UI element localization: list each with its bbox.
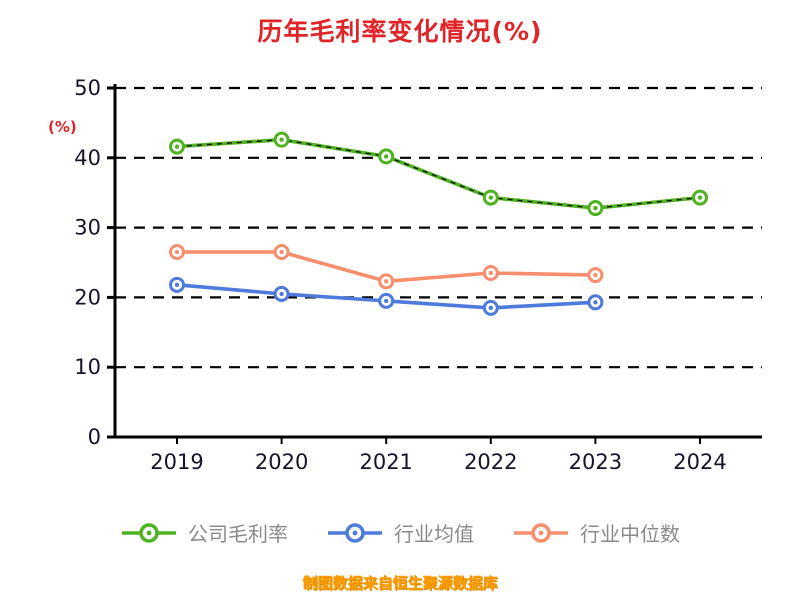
legend-label-industry-median: 行业中位数 <box>580 522 680 546</box>
x-tick-label: 2024 <box>673 450 726 474</box>
chart-title: 历年毛利率变化情况(%) <box>257 17 543 46</box>
series-line-dash-overlay <box>176 138 701 209</box>
data-point-center <box>174 249 180 255</box>
y-tick-label: 20 <box>74 285 101 309</box>
legend-marker-industry-avg-icon <box>328 522 382 543</box>
series-line <box>175 137 702 210</box>
y-tick-label: 40 <box>74 146 101 170</box>
legend-item-company: 公司毛利率 <box>120 518 288 547</box>
footer-caption: 制图数据来自恒生聚源数据库 <box>302 574 498 592</box>
data-point-center <box>593 205 598 211</box>
data-point-center <box>488 305 493 311</box>
data-point-center <box>384 279 389 284</box>
data-point-center <box>384 298 389 304</box>
data-point-center <box>488 270 493 276</box>
y-tick-label: 50 <box>74 76 101 100</box>
legend-marker-industry-median-icon <box>514 522 568 543</box>
data-point-center <box>697 195 703 200</box>
data-point-center <box>488 195 493 200</box>
data-point-center <box>593 272 598 278</box>
data-point-center <box>174 144 180 149</box>
x-tick-label: 2020 <box>255 450 308 474</box>
y-axis-label: (%) <box>48 118 77 136</box>
data-point-center <box>593 300 598 305</box>
data-point-center <box>174 282 180 288</box>
y-tick-label: 10 <box>74 355 101 379</box>
legend-item-industry-median: 行业中位数 <box>512 518 680 547</box>
data-point-center <box>279 249 284 255</box>
legend-label-company: 公司毛利率 <box>188 522 288 546</box>
x-tick-label: 2021 <box>359 450 412 474</box>
chart-legend: 公司毛利率 行业均值 行业中位数 <box>0 518 800 547</box>
legend-item-industry-avg: 行业均值 <box>326 518 474 547</box>
data-point-center <box>384 154 389 159</box>
y-tick-label: 30 <box>74 216 101 240</box>
legend-marker-company-icon <box>122 522 176 543</box>
x-tick-label: 2019 <box>150 450 203 474</box>
x-tick-label: 2022 <box>464 450 517 474</box>
data-point-center <box>279 137 284 142</box>
legend-label-industry-avg: 行业均值 <box>394 522 474 546</box>
x-tick-label: 2023 <box>569 450 622 474</box>
data-point-center <box>279 291 284 297</box>
chart-canvas: 0 10 20 30 40 50 2019 2020 2021 2022 2023 2024 <box>74 76 762 474</box>
y-tick-label: 0 <box>88 425 101 449</box>
